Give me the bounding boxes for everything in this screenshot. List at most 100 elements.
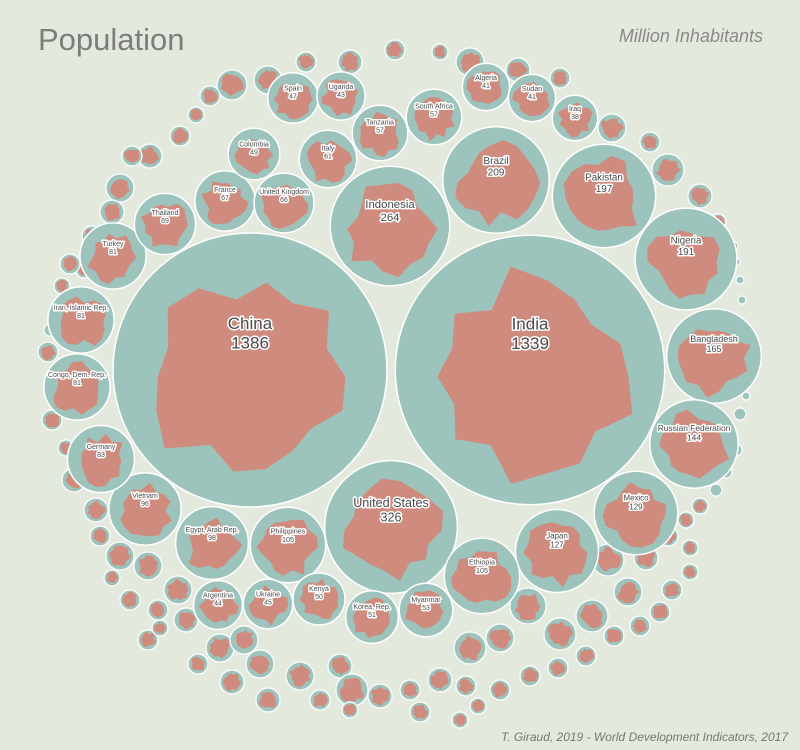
bubble-value-france: 67 [221,195,229,202]
bubble-value-tanzania: 57 [376,128,384,135]
bubble-value-congo-dem-rep: 81 [73,380,81,387]
bubble-label-tanzania: Tanzania [366,120,394,127]
small-country-shape [289,664,312,687]
bubble-label-ethiopia: Ethiopia [469,558,495,567]
bubble-label-egypt-arab-rep: Egypt, Arab Rep. [186,527,239,534]
small-country-shape [343,704,357,716]
bubble-label-colombia: Colombia [239,141,269,148]
small-country-shape [617,581,640,604]
small-country-shape [106,571,118,583]
small-country-shape [387,42,403,58]
small-country-shape [313,693,328,707]
small-country-shape [642,135,657,150]
bubble-value-germany: 83 [97,452,105,459]
bubble-label-brazil: Brazil [483,156,508,167]
small-country-shape [579,649,595,663]
bubble-label-china: China [228,314,273,333]
bubble-label-kenya: Kenya [309,586,329,593]
country-shape-philippines [256,519,319,576]
small-country-shape [522,667,539,683]
bubble-value-argentina: 44 [214,601,222,608]
country-shape-myanmar [405,590,444,629]
small-country-shape [471,699,485,713]
small-country-shape [191,656,206,671]
bubble-label-sudan: Sudan [522,86,542,93]
bubble-value-ukraine: 45 [264,600,272,607]
country-shape-france [201,181,249,224]
small-country-shape [166,578,189,601]
small-country-shape [236,630,254,649]
small-country-shape [508,61,529,79]
country-shape-united-states [342,478,444,581]
small-country-shape [403,682,418,698]
country-shape-russian-federation [659,409,730,479]
bubble-value-united-kingdom: 66 [280,197,288,204]
small-country-shape [694,499,707,513]
country-shape-ethiopia [450,551,512,603]
small-bubble [709,483,723,497]
small-country-shape [595,546,622,572]
bubble-value-brazil: 209 [488,168,505,179]
bubble-value-japan: 127 [550,541,563,550]
bubble-label-turkey: Turkey [102,241,124,248]
country-shape-china [156,282,346,472]
bubble-value-spain: 47 [289,94,297,101]
small-country-shape [371,687,390,706]
bubble-label-bangladesh: Bangladesh [690,334,738,344]
bubble-value-thailand: 69 [161,218,169,225]
bubble-label-united-states: United States [353,496,429,510]
bubble-label-argentina: Argentina [203,593,233,600]
small-country-shape [141,632,156,648]
bubble-value-kenya: 50 [315,594,323,601]
country-shape-korea-rep [352,597,390,638]
small-country-shape [41,345,56,361]
small-bubble [741,391,751,401]
small-country-shape [93,528,107,544]
small-country-shape [55,279,68,293]
bubble-value-india: 1339 [511,334,549,353]
country-shape-vietnam [120,482,172,537]
country-shape-mexico [602,482,666,548]
small-country-shape [179,612,196,630]
bubble-value-myanmar: 53 [422,605,430,612]
bubble-value-united-states: 326 [380,511,401,525]
small-country-shape [459,678,475,694]
bubble-label-iraq: Iraq [569,106,581,113]
country-shape-algeria [466,71,502,104]
bubble-value-nigeria: 191 [678,247,694,258]
small-country-shape [434,45,446,58]
small-country-shape [124,149,140,163]
country-shape-uganda [321,79,359,117]
small-country-shape [109,178,130,200]
country-shape-germany [81,433,123,487]
small-country-shape [492,682,508,698]
small-country-shape [139,555,159,577]
country-shape-argentina [198,587,239,623]
bubble-value-egypt-arab-rep: 98 [208,535,216,542]
bubble-label-france: France [214,187,236,194]
small-country-shape [222,673,242,691]
bubble-value-iran-islamic-rep: 81 [77,313,85,320]
bubble-label-india: India [512,315,549,334]
small-country-shape [653,604,668,619]
country-shape-congo-dem-rep [53,361,99,415]
bubble-value-china: 1386 [231,333,269,352]
bubble-label-united-kingdom: United Kingdom [259,189,309,196]
bubble-value-turkey: 81 [109,249,117,256]
bubble-label-south-africa: South Africa [415,104,453,111]
small-country-shape [220,74,244,97]
country-shape-italy [307,140,353,183]
country-shape-tanzania [359,112,399,157]
bubble-value-philippines: 105 [282,535,294,544]
small-country-shape [109,545,132,567]
bubble-label-nigeria: Nigeria [671,236,702,247]
country-shape-iran-islamic-rep [60,296,107,346]
small-country-shape [86,500,106,519]
bubble-label-japan: Japan [546,532,568,541]
country-shape-egypt-arab-rep [189,517,243,569]
small-country-shape [413,704,429,720]
small-country-shape [209,637,230,659]
bubble-value-mexico: 129 [629,503,643,512]
